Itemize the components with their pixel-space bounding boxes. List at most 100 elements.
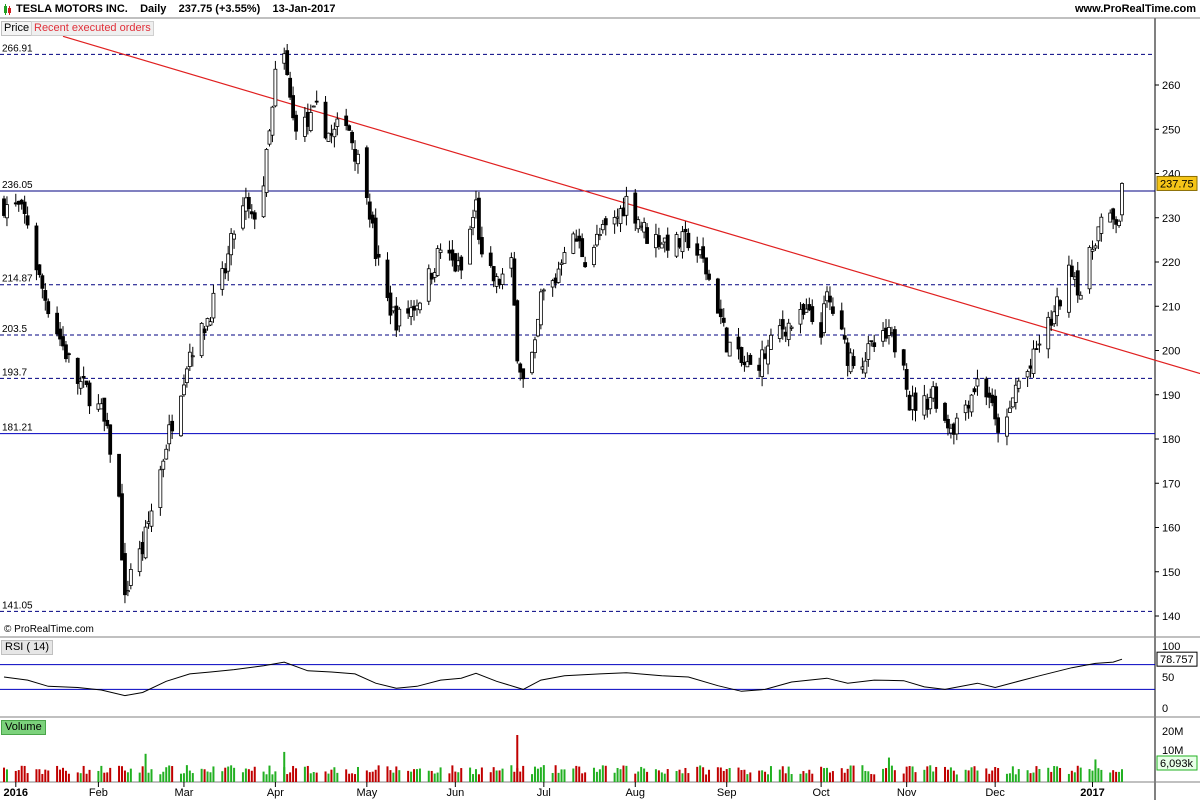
volume-bar: [1017, 769, 1020, 782]
candle-body: [273, 68, 278, 107]
volume-bar: [1050, 771, 1053, 782]
candle-body: [500, 273, 505, 285]
volume-bar: [1011, 766, 1014, 782]
site-link[interactable]: www.ProRealTime.com: [1074, 3, 1196, 15]
volume-bar: [47, 770, 50, 782]
price-panel-tag[interactable]: Price: [1, 21, 33, 36]
candle-body: [1052, 311, 1057, 325]
candle-body: [851, 356, 856, 366]
volume-bar: [97, 770, 100, 782]
volume-bar: [598, 769, 601, 782]
level-label: 141.05: [2, 600, 33, 611]
volume-bar: [843, 772, 846, 782]
volume-tick-label: 20M: [1162, 726, 1183, 738]
volume-bar: [38, 769, 41, 782]
candle-body: [261, 185, 266, 218]
volume-bar: [952, 770, 955, 782]
volume-bar: [749, 772, 752, 782]
volume-bar: [554, 765, 557, 782]
volume-bar: [722, 770, 725, 782]
volume-bar: [1059, 767, 1062, 782]
volume-bar: [1047, 767, 1050, 782]
volume-bar: [572, 768, 575, 782]
candle-body: [645, 227, 649, 244]
candle-body: [418, 302, 422, 311]
candle-body: [680, 231, 685, 253]
candle-body: [409, 307, 413, 317]
volume-bar: [684, 767, 687, 782]
volume-bar: [330, 769, 333, 782]
time-tick-label: Dec: [985, 787, 1005, 799]
volume-bar: [764, 771, 767, 782]
volume-bar: [1115, 771, 1118, 782]
candle-body: [75, 357, 80, 384]
candle-body: [37, 264, 42, 276]
volume-bar: [333, 767, 336, 782]
period-label: Daily: [140, 3, 167, 15]
volume-bar: [451, 765, 454, 782]
volume-bar: [41, 773, 44, 782]
volume-bar: [439, 767, 442, 782]
level-label: 203.5: [2, 324, 27, 335]
candle-body: [270, 106, 275, 136]
candle-body: [739, 347, 744, 363]
time-tick-label: 2016: [4, 787, 28, 799]
candle-body: [246, 196, 251, 210]
volume-bar: [784, 773, 787, 782]
volume-bar: [778, 769, 781, 782]
candle-body: [120, 493, 124, 561]
volume-panel-tag[interactable]: Volume: [1, 720, 46, 735]
candle-body: [46, 301, 51, 315]
rsi-panel-tag[interactable]: RSI ( 14): [1, 640, 54, 655]
volume-bar: [852, 765, 855, 782]
volume-bar: [510, 765, 513, 782]
candle-body: [828, 295, 832, 303]
last-price: 237.75 (+3.55%): [178, 3, 261, 15]
volume-bar: [212, 766, 215, 782]
volume-value-badge: [1156, 755, 1198, 771]
volume-bar: [5, 769, 8, 782]
rsi-tick-label: 100: [1162, 641, 1180, 653]
candle-body: [364, 147, 369, 198]
candle-body: [471, 217, 475, 229]
candle-body: [633, 192, 638, 224]
volume-bar: [123, 770, 126, 782]
volume-bar: [846, 768, 849, 782]
volume-bar: [56, 765, 59, 782]
volume-bar: [474, 769, 477, 782]
volume-bar: [666, 769, 669, 782]
candle-body: [521, 368, 526, 380]
volume-bar: [1079, 767, 1082, 782]
volume-bar: [141, 766, 144, 782]
volume-bar: [492, 767, 495, 782]
candle-body: [943, 402, 947, 421]
volume-bar: [675, 771, 678, 782]
candle-body: [226, 253, 231, 272]
candle-body: [367, 201, 372, 220]
candle-body: [435, 248, 440, 276]
candle-body: [479, 237, 484, 255]
recent-orders-tag[interactable]: Recent executed orders: [31, 21, 154, 36]
candle-body: [928, 397, 933, 410]
candle-body: [167, 424, 172, 445]
volume-bar: [728, 767, 731, 782]
candle-body: [954, 417, 959, 435]
volume-bar: [867, 771, 870, 782]
volume-bar: [601, 765, 604, 782]
volume-bar: [336, 772, 339, 782]
volume-bar: [890, 765, 893, 782]
candle-body: [786, 322, 791, 340]
volume-bar: [1088, 769, 1091, 782]
volume-bar: [929, 765, 932, 782]
volume-bar: [1038, 768, 1041, 782]
volume-bar: [976, 770, 979, 782]
candle-body: [707, 273, 711, 280]
level-label: 236.05: [2, 180, 33, 191]
candle-body: [25, 215, 30, 226]
candle-body: [40, 275, 45, 289]
volume-bar: [885, 768, 888, 782]
candle-body: [822, 303, 826, 333]
volume-bar: [1014, 774, 1017, 782]
